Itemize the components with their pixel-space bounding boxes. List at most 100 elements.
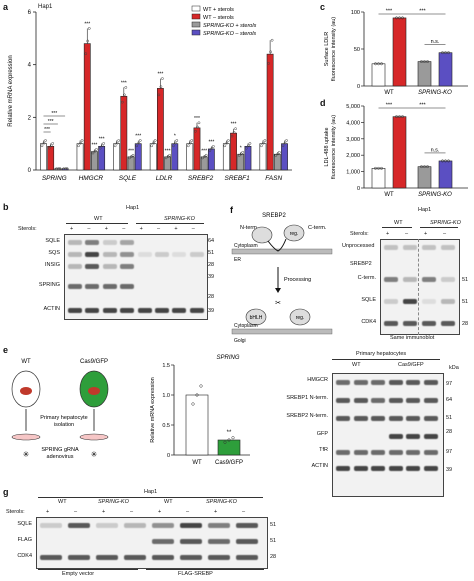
a-sig-bracket-label: *** [44, 127, 50, 133]
e-virus-icon-1: ✳ [23, 450, 30, 459]
e-data-point [227, 438, 231, 442]
e-mouse2-label: Cas9/GFP [80, 359, 108, 365]
a-data-point [122, 93, 126, 97]
e-blot-band [406, 398, 420, 403]
chartD-data-point [401, 115, 404, 119]
panel-g-letter: g [3, 487, 9, 497]
panel-e: e WT Cas9/GFP Primary hepatocyte isolation ✳… [0, 345, 474, 497]
chartC-data-point [401, 16, 404, 20]
chartC-data-point [398, 16, 401, 20]
b-sterol-sign: + [104, 226, 109, 232]
f-row-label: CDK4 [361, 319, 376, 325]
a-bar [120, 95, 128, 171]
a-legend-label: SPRING-KO – sterols [203, 31, 256, 37]
e-blot-band [406, 450, 420, 455]
g-blot-band [96, 523, 118, 528]
chartD-data-point [380, 166, 383, 170]
a-bar [207, 148, 215, 171]
a-data-point [131, 153, 135, 157]
b-blot-band [155, 252, 169, 257]
chartD-data-point [398, 115, 401, 119]
chartC-bar [417, 61, 432, 87]
f-blot-band [403, 321, 417, 326]
e-y-tick-label: 1.0 [162, 393, 170, 399]
a-data-point [270, 38, 274, 42]
b-row-label: SQLE [45, 238, 60, 244]
panel-b: b Hap1 WT SPRING-KO Sterols: + – + – + – + – SQ… [0, 202, 220, 320]
e-blot-band [423, 466, 438, 471]
b-blot-band [189, 308, 204, 313]
b-blot-band [68, 252, 82, 257]
f-blot-band [403, 277, 417, 282]
panel-g-footer-flag: FLAG-SREBP [178, 571, 213, 577]
panel-e-group-wt: WT [352, 362, 361, 368]
chartC-data-point [395, 16, 398, 20]
b-marker: 28 [208, 294, 215, 300]
f-er-membrane [231, 248, 333, 255]
f-processing: Processing [284, 277, 311, 283]
a-data-point [247, 144, 250, 148]
chartD-data-point [395, 115, 398, 119]
e-blot-band [388, 450, 403, 455]
f-marker: 51 [462, 277, 469, 283]
g-blot-band [124, 523, 146, 528]
a-legend-label: WT – sterols [203, 15, 234, 21]
f-golgi-membrane [231, 328, 333, 335]
a-data-point [277, 150, 281, 154]
chartC-y-tick-label: 100 [351, 10, 360, 16]
e-data-point [191, 402, 195, 406]
f-nterm: N-term. [240, 225, 259, 231]
a-data-point [164, 156, 168, 160]
chartC-x-label-ko: SPRING-KO [418, 90, 452, 96]
e-row-label: TfR [319, 447, 328, 453]
chartC-data-point [377, 62, 380, 66]
b-row-label: SQS [48, 250, 60, 256]
panel-c-letter: c [320, 2, 326, 12]
b-blot-band [172, 252, 187, 257]
chartD-y-tick-label: 1,000 [346, 170, 360, 176]
panel-g-group-2: SPRING-KO [98, 499, 129, 505]
chartD-bar [417, 166, 432, 189]
f-blot-band [403, 299, 417, 304]
a-sig-mark: *** [121, 80, 127, 86]
a-data-point [196, 125, 199, 129]
a-data-point [80, 139, 84, 142]
a-legend-label: WT + sterols [203, 7, 234, 13]
b-blot-band [68, 264, 82, 269]
panel-f-blot-title: Hap1 [418, 207, 432, 213]
a-sig-mark: *** [201, 148, 207, 154]
e-x-label: WT [192, 460, 202, 466]
a-bar [281, 143, 288, 171]
a-bar [157, 88, 164, 171]
a-bar [259, 143, 267, 171]
a-data-point [102, 142, 106, 145]
chart-c: 0 50 100 Surface LDLR fluorescence intensity… [324, 9, 468, 96]
a-data-point [42, 141, 46, 145]
panel-f-blot [380, 239, 460, 335]
f-bhlh-domain-cleaved [245, 308, 267, 326]
e-blot-band [371, 450, 385, 455]
a-data-point [93, 149, 97, 153]
a-data-point [157, 93, 161, 97]
a-data-point [159, 85, 163, 89]
chartC-data-point [426, 60, 429, 64]
a-ylabel: Relative mRNA expression [8, 55, 14, 126]
f-reg-domain-cleaved [289, 308, 311, 326]
a-data-point [115, 141, 119, 145]
a-data-point [117, 139, 120, 142]
a-data-point [283, 141, 287, 145]
a-data-point [197, 121, 201, 125]
e-y-tick-label: 1.5 [162, 363, 170, 369]
e-data-point [231, 436, 235, 440]
e-blot-band [423, 434, 438, 439]
a-data-point [175, 139, 179, 142]
g-sterol-sign: + [46, 509, 50, 515]
chartD-sig-label: *** [386, 103, 393, 109]
f-sterol-sign: + [424, 231, 428, 237]
a-data-point [223, 144, 227, 148]
a-bar [244, 146, 252, 171]
g-blot-band [208, 523, 230, 528]
e-isolation-1: Primary hepatocyte [40, 415, 87, 421]
e-blot-band [423, 380, 438, 385]
f-golgi: Golgi [234, 338, 246, 344]
